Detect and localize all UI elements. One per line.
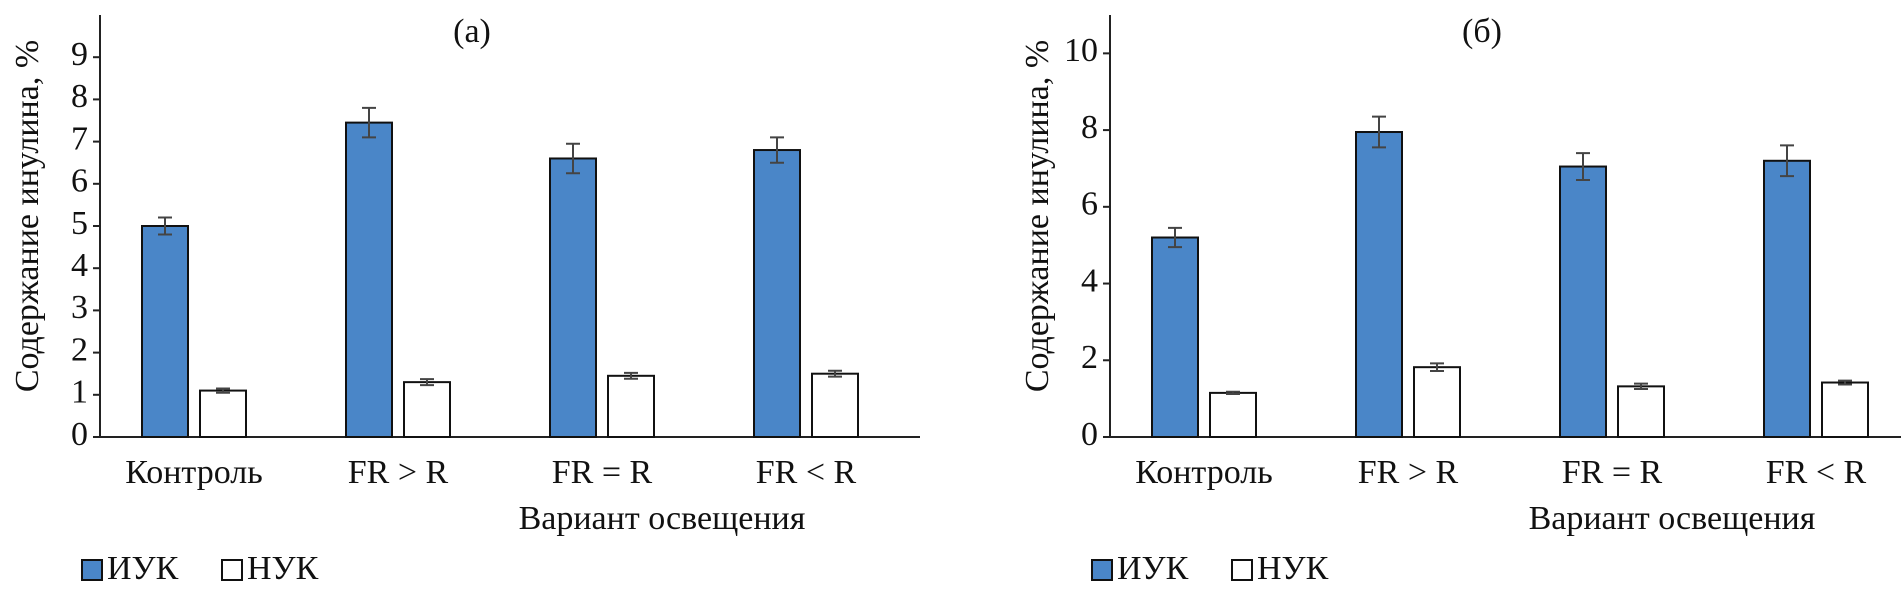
bar — [1559, 165, 1607, 438]
error-bar — [1838, 379, 1852, 386]
bar — [1355, 131, 1403, 438]
bar — [403, 381, 451, 439]
legend-swatch — [1231, 559, 1253, 581]
y-tick-label: 2 — [1081, 339, 1098, 376]
x-tick-label: FR < R — [756, 454, 857, 491]
bar — [141, 225, 189, 438]
x-tick-label: FR > R — [1358, 454, 1459, 491]
legend-label: НУК — [1257, 550, 1329, 587]
error-bar — [1576, 152, 1590, 181]
bar — [199, 389, 247, 438]
x-tick-label: FR = R — [552, 454, 653, 491]
bar — [1617, 385, 1665, 438]
x-axis-label: Вариант освещения — [519, 500, 806, 537]
y-tick-label: 4 — [1081, 262, 1098, 299]
y-tick-label: 2 — [71, 331, 88, 368]
chart-title: (а) — [453, 13, 491, 50]
legend-swatch — [81, 559, 103, 581]
error-bar — [1226, 390, 1240, 396]
legend-swatch — [1091, 559, 1113, 581]
x-tick-label: Контроль — [1135, 454, 1272, 491]
y-tick-label: 3 — [71, 289, 88, 326]
error-bar — [420, 378, 434, 387]
error-bar — [770, 136, 784, 164]
y-tick-label: 0 — [1081, 416, 1098, 453]
x-axis-label: Вариант освещения — [1529, 500, 1816, 537]
y-tick-label: 9 — [71, 36, 88, 73]
legend-label: ИУК — [107, 550, 179, 587]
error-bar — [1372, 115, 1386, 149]
y-tick-label: 4 — [71, 247, 88, 284]
legend-label: НУК — [247, 550, 319, 587]
y-tick-label: 6 — [71, 163, 88, 200]
legend-label: ИУК — [1117, 550, 1189, 587]
error-bar — [828, 369, 842, 378]
x-tick-label: FR > R — [348, 454, 449, 491]
bar — [1821, 381, 1869, 439]
bar — [1151, 236, 1199, 438]
error-bar — [1634, 382, 1648, 391]
bar — [549, 157, 597, 438]
y-tick-label: 7 — [71, 120, 88, 157]
y-axis-label: Содержание инулина, % — [1019, 40, 1056, 392]
bar — [1413, 366, 1461, 439]
y-tick-label: 0 — [71, 416, 88, 453]
bar — [607, 374, 655, 438]
y-tick-label: 5 — [71, 205, 88, 242]
bar — [1209, 391, 1257, 438]
y-tick-label: 10 — [1064, 32, 1098, 69]
error-bar — [1430, 362, 1444, 373]
error-bar — [216, 387, 230, 394]
y-tick-label: 8 — [71, 78, 88, 115]
bar — [345, 121, 393, 439]
chart-title: (б) — [1462, 13, 1502, 50]
error-bar — [566, 142, 580, 175]
y-axis-label: Содержание инулина, % — [9, 40, 46, 392]
error-bar — [362, 106, 376, 139]
error-bar — [624, 371, 638, 380]
y-tick-label: 8 — [1081, 109, 1098, 146]
legend-swatch — [221, 559, 243, 581]
bar — [753, 149, 801, 438]
y-tick-label: 6 — [1081, 186, 1098, 223]
bar — [1763, 159, 1811, 438]
x-tick-label: FR = R — [1562, 454, 1663, 491]
x-tick-label: Контроль — [125, 454, 262, 491]
error-bar — [1168, 226, 1182, 249]
x-tick-label: FR < R — [1766, 454, 1867, 491]
bar — [811, 372, 859, 439]
y-tick-label: 1 — [71, 374, 88, 411]
error-bar — [158, 216, 172, 236]
error-bar — [1780, 144, 1794, 178]
